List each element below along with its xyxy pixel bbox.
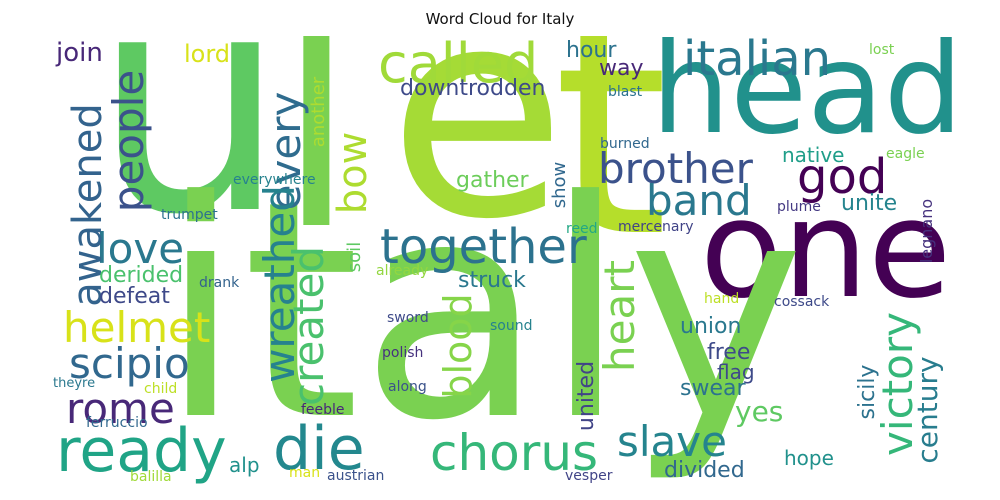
word-gather: gather — [456, 168, 529, 193]
word-feeble: feeble — [301, 402, 345, 418]
word-created: created — [284, 246, 333, 406]
word-one: one — [700, 171, 952, 328]
word-lord: lord — [184, 40, 231, 68]
word-mercenary: mercenary — [618, 219, 694, 235]
word-man: man — [289, 465, 321, 481]
word-austrian: austrian — [327, 468, 385, 484]
word-along: along — [388, 379, 427, 395]
word-polish: polish — [382, 345, 424, 361]
word-love: love — [96, 224, 185, 273]
word-chorus: chorus — [430, 424, 599, 482]
word-another: another — [308, 76, 329, 148]
word-italian: italian — [683, 36, 832, 87]
word-slave: slave — [617, 417, 727, 466]
word-legnano: legnano — [917, 198, 936, 264]
word-burned: burned — [600, 136, 650, 152]
word-divided: divided — [664, 458, 745, 483]
word-brother: brother — [598, 144, 753, 193]
word-hope: hope — [784, 446, 834, 470]
word-downtrodden: downtrodden — [400, 76, 546, 101]
word-sicily: sicily — [855, 364, 880, 420]
word-sword: sword — [387, 310, 429, 326]
word-heart: heart — [595, 260, 644, 372]
word-ferruccio: ferruccio — [86, 415, 148, 431]
word-blood: blood — [436, 293, 480, 399]
word-trumpet: trumpet — [161, 207, 218, 223]
word-rome: rome — [66, 384, 175, 433]
word-swear: swear — [680, 376, 746, 401]
word-struck: struck — [458, 268, 526, 293]
word-sound: sound — [490, 318, 533, 334]
word-u: u — [93, 36, 287, 281]
word-god: god — [797, 149, 888, 205]
word-people: people — [104, 69, 153, 213]
word-hour: hour — [566, 38, 617, 63]
word-flag: flag — [717, 360, 755, 384]
word-show: show — [549, 161, 570, 209]
word-reed: reed — [566, 221, 598, 237]
word-die: die — [273, 414, 365, 484]
word-theyre: theyre — [53, 376, 96, 391]
word-drank: drank — [199, 275, 240, 291]
word-italy: italy — [159, 137, 805, 486]
word-l: l — [276, 36, 357, 294]
word-cossack: cossack — [774, 294, 830, 310]
word-called: called — [378, 36, 539, 95]
word-native: native — [782, 143, 845, 167]
word-t: t — [553, 36, 669, 302]
word-head: head — [651, 36, 957, 162]
word-cloud: u l e t head one italy called italian to… — [43, 36, 957, 493]
word-plume: plume — [777, 199, 821, 215]
word-together: together — [380, 219, 587, 275]
word-scipio: scipio — [69, 339, 190, 388]
word-band: band — [646, 176, 752, 225]
word-bow: bow — [330, 131, 376, 215]
word-century: century — [911, 356, 944, 464]
word-yes: yes — [735, 395, 784, 428]
word-join: join — [56, 38, 103, 68]
word-helmet: helmet — [63, 303, 211, 352]
word-vesper: vesper — [565, 468, 613, 484]
word-already: already — [376, 263, 429, 279]
word-hand: hand — [704, 291, 740, 307]
figure-title: Word Cloud for Italy — [425, 10, 575, 28]
word-ready: ready — [56, 416, 227, 486]
word-free: free — [707, 340, 751, 365]
word-child: child — [144, 381, 178, 397]
word-united: united — [574, 360, 599, 432]
word-unite: unite — [841, 191, 898, 216]
word-lost: lost — [869, 42, 895, 58]
word-soil: soil — [344, 241, 365, 273]
word-alp: alp — [229, 453, 260, 477]
word-way: way — [599, 56, 644, 81]
word-everywhere: everywhere — [233, 172, 316, 188]
word-blast: blast — [608, 84, 643, 100]
word-defeat: defeat — [99, 284, 170, 309]
word-balilla: balilla — [130, 469, 172, 485]
word-derided: derided — [99, 263, 184, 288]
word-union: union — [680, 314, 742, 339]
word-eagle: eagle — [886, 146, 925, 162]
word-e: e — [388, 36, 567, 283]
